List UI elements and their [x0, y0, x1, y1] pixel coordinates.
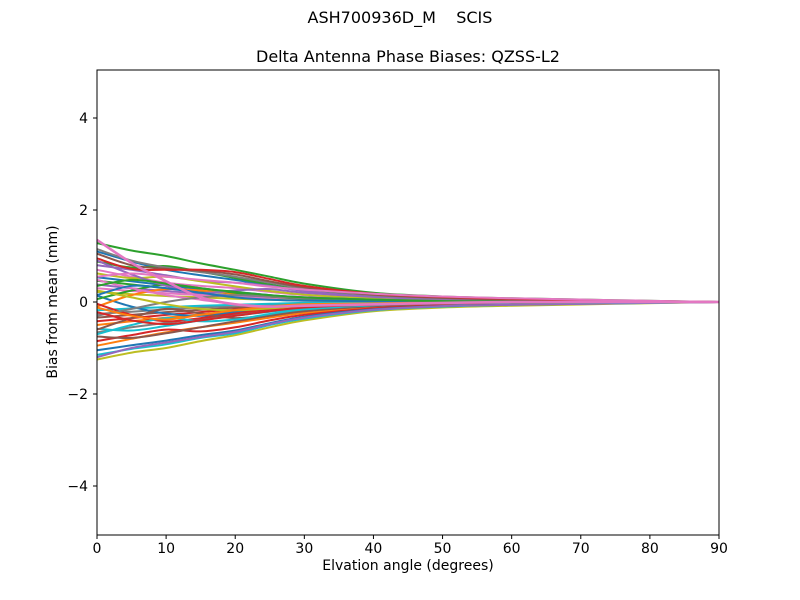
- y-tick-label: −4: [67, 479, 88, 495]
- chart-title: Delta Antenna Phase Biases: QZSS-L2: [256, 47, 560, 66]
- x-tick-label: 60: [503, 541, 521, 557]
- x-tick-label: 50: [434, 541, 452, 557]
- x-tick-label: 80: [641, 541, 659, 557]
- x-tick-label: 10: [157, 541, 175, 557]
- bias-line: [96, 272, 720, 303]
- y-tick-label: −2: [67, 387, 88, 403]
- x-tick-label: 70: [572, 541, 590, 557]
- figure-title: ASH700936D_M SCIS: [307, 8, 493, 27]
- y-tick-label: 0: [79, 295, 88, 311]
- x-tick-label: 0: [93, 541, 102, 557]
- bias-line: [96, 301, 720, 359]
- y-tick-label: 2: [79, 203, 88, 219]
- bias-line: [96, 238, 719, 308]
- x-tick-label: 90: [710, 541, 728, 557]
- x-axis-label: Elvation angle (degrees): [322, 558, 494, 574]
- x-tick-label: 30: [295, 541, 313, 557]
- y-tick-label: 4: [79, 111, 88, 127]
- x-tick-label: 20: [226, 541, 244, 557]
- x-tick-label: 40: [365, 541, 383, 557]
